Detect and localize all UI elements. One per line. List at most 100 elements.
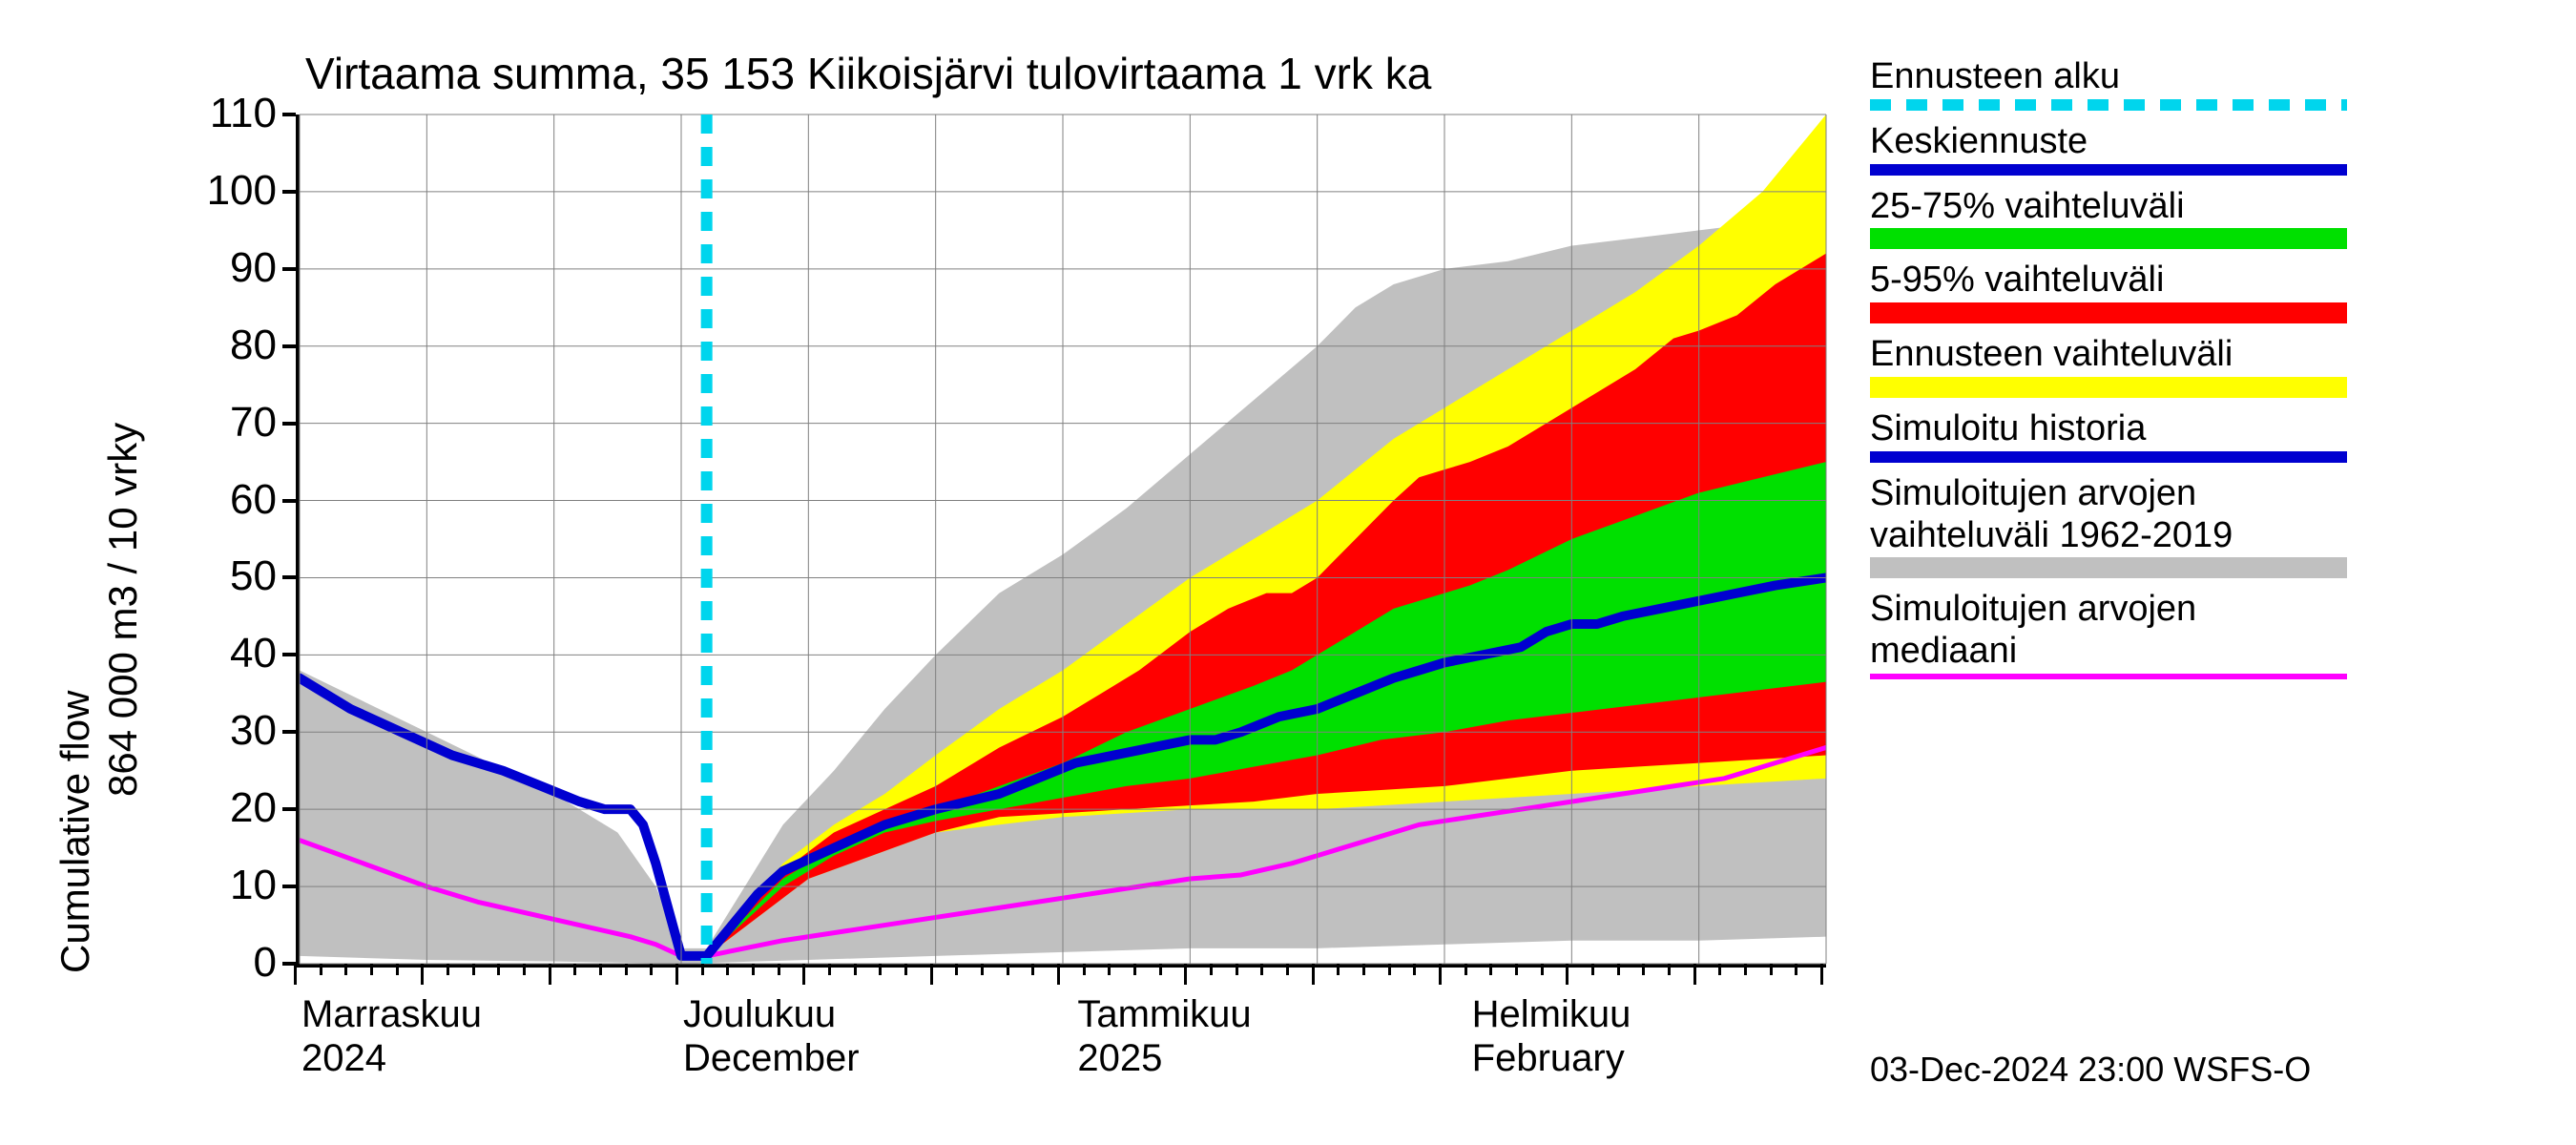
chart-title: Virtaama summa, 35 153 Kiikoisjärvi tulo… — [305, 48, 1431, 99]
xtick — [1515, 964, 1518, 975]
xtick — [1388, 964, 1391, 975]
xtick — [650, 964, 653, 975]
xtick — [1337, 964, 1340, 975]
legend-entry: Ennusteen vaihteluväli — [1870, 335, 2347, 398]
xtick — [421, 964, 424, 985]
legend-entry: Ennusteen alku — [1870, 57, 2347, 111]
xtick — [1286, 964, 1289, 975]
ytick-label: 30 — [200, 707, 277, 755]
plot-area — [296, 114, 1826, 968]
ytick-label: 80 — [200, 322, 277, 369]
xtick — [1541, 964, 1544, 975]
xtick — [1312, 964, 1315, 985]
xtick — [523, 964, 526, 975]
xtick — [1591, 964, 1594, 975]
xtick — [930, 964, 933, 985]
xtick-label: Tammikuu2025 — [1077, 992, 1251, 1080]
legend-swatch — [1870, 377, 2347, 398]
legend-label: mediaani — [1870, 632, 2347, 672]
xtick — [1133, 964, 1136, 975]
legend-entry: Simuloitu historia — [1870, 409, 2347, 463]
xtick — [1693, 964, 1696, 985]
ytick — [282, 575, 296, 579]
xtick — [778, 964, 780, 975]
xtick — [1668, 964, 1671, 975]
legend: Ennusteen alku Keskiennuste 25-75% vaihtel… — [1870, 57, 2347, 691]
legend-label: vaihteluväli 1962-2019 — [1870, 516, 2347, 556]
xtick — [1820, 964, 1823, 985]
legend-swatch — [1870, 99, 2347, 111]
legend-label: Simuloitujen arvojen — [1870, 590, 2347, 630]
legend-swatch — [1870, 674, 2347, 679]
xtick — [1617, 964, 1620, 975]
xtick — [625, 964, 628, 975]
xtick — [1718, 964, 1721, 975]
xtick-label: HelmikuuFebruary — [1472, 992, 1631, 1080]
legend-swatch — [1870, 164, 2347, 176]
xtick — [1108, 964, 1111, 975]
xtick — [1236, 964, 1238, 975]
ytick — [282, 885, 296, 888]
ytick — [282, 190, 296, 194]
ytick — [282, 730, 296, 734]
ylabel-2: 864 000 m3 / 10 vrky — [100, 423, 146, 797]
legend-swatch — [1870, 451, 2347, 463]
ytick-label: 90 — [200, 244, 277, 292]
legend-swatch — [1870, 228, 2347, 249]
ytick-label: 50 — [200, 552, 277, 600]
footer-text: 03-Dec-2024 23:00 WSFS-O — [1870, 1050, 2311, 1090]
ytick-label: 100 — [200, 167, 277, 215]
ytick — [282, 344, 296, 348]
legend-label: Ennusteen vaihteluväli — [1870, 335, 2347, 375]
xtick — [1795, 964, 1797, 975]
xtick — [497, 964, 500, 975]
legend-entry: 25-75% vaihteluväli — [1870, 187, 2347, 250]
legend-entry: 5-95% vaihteluväli — [1870, 260, 2347, 323]
ytick-label: 20 — [200, 784, 277, 832]
xtick — [701, 964, 704, 975]
ytick-label: 60 — [200, 476, 277, 524]
xtick — [1465, 964, 1467, 975]
legend-swatch — [1870, 302, 2347, 323]
legend-label: Simuloitu historia — [1870, 409, 2347, 449]
ytick — [282, 807, 296, 811]
xtick — [802, 964, 805, 985]
xtick — [752, 964, 755, 975]
xtick — [1413, 964, 1416, 975]
xtick — [1770, 964, 1773, 975]
xtick — [472, 964, 475, 975]
xtick — [320, 964, 322, 975]
ytick — [282, 422, 296, 426]
xtick — [447, 964, 449, 975]
ytick — [282, 499, 296, 503]
xtick — [1210, 964, 1213, 975]
legend-label: 5-95% vaihteluväli — [1870, 260, 2347, 301]
xtick-label: JoulukuuDecember — [683, 992, 860, 1080]
xtick — [955, 964, 958, 975]
xtick — [675, 964, 678, 985]
legend-label: 25-75% vaihteluväli — [1870, 187, 2347, 227]
xtick — [981, 964, 984, 975]
xtick — [1566, 964, 1568, 985]
xtick — [854, 964, 857, 975]
xtick — [879, 964, 882, 975]
xtick — [1057, 964, 1060, 985]
xtick — [1260, 964, 1263, 975]
xtick — [573, 964, 576, 975]
xtick — [1362, 964, 1365, 975]
legend-entry: Keskiennuste — [1870, 122, 2347, 176]
xtick-label: Marraskuu2024 — [301, 992, 482, 1080]
xtick — [1642, 964, 1645, 975]
legend-entry: Simuloitujen arvojenmediaani — [1870, 590, 2347, 679]
xtick — [726, 964, 729, 975]
xtick — [1744, 964, 1747, 975]
ytick — [282, 653, 296, 656]
ytick — [282, 113, 296, 116]
legend-label: Ennusteen alku — [1870, 57, 2347, 97]
xtick — [1159, 964, 1162, 975]
chart-container: Virtaama summa, 35 153 Kiikoisjärvi tulo… — [0, 0, 2576, 1145]
legend-swatch — [1870, 557, 2347, 578]
xtick — [396, 964, 399, 975]
xtick — [828, 964, 831, 975]
legend-label: Keskiennuste — [1870, 122, 2347, 162]
